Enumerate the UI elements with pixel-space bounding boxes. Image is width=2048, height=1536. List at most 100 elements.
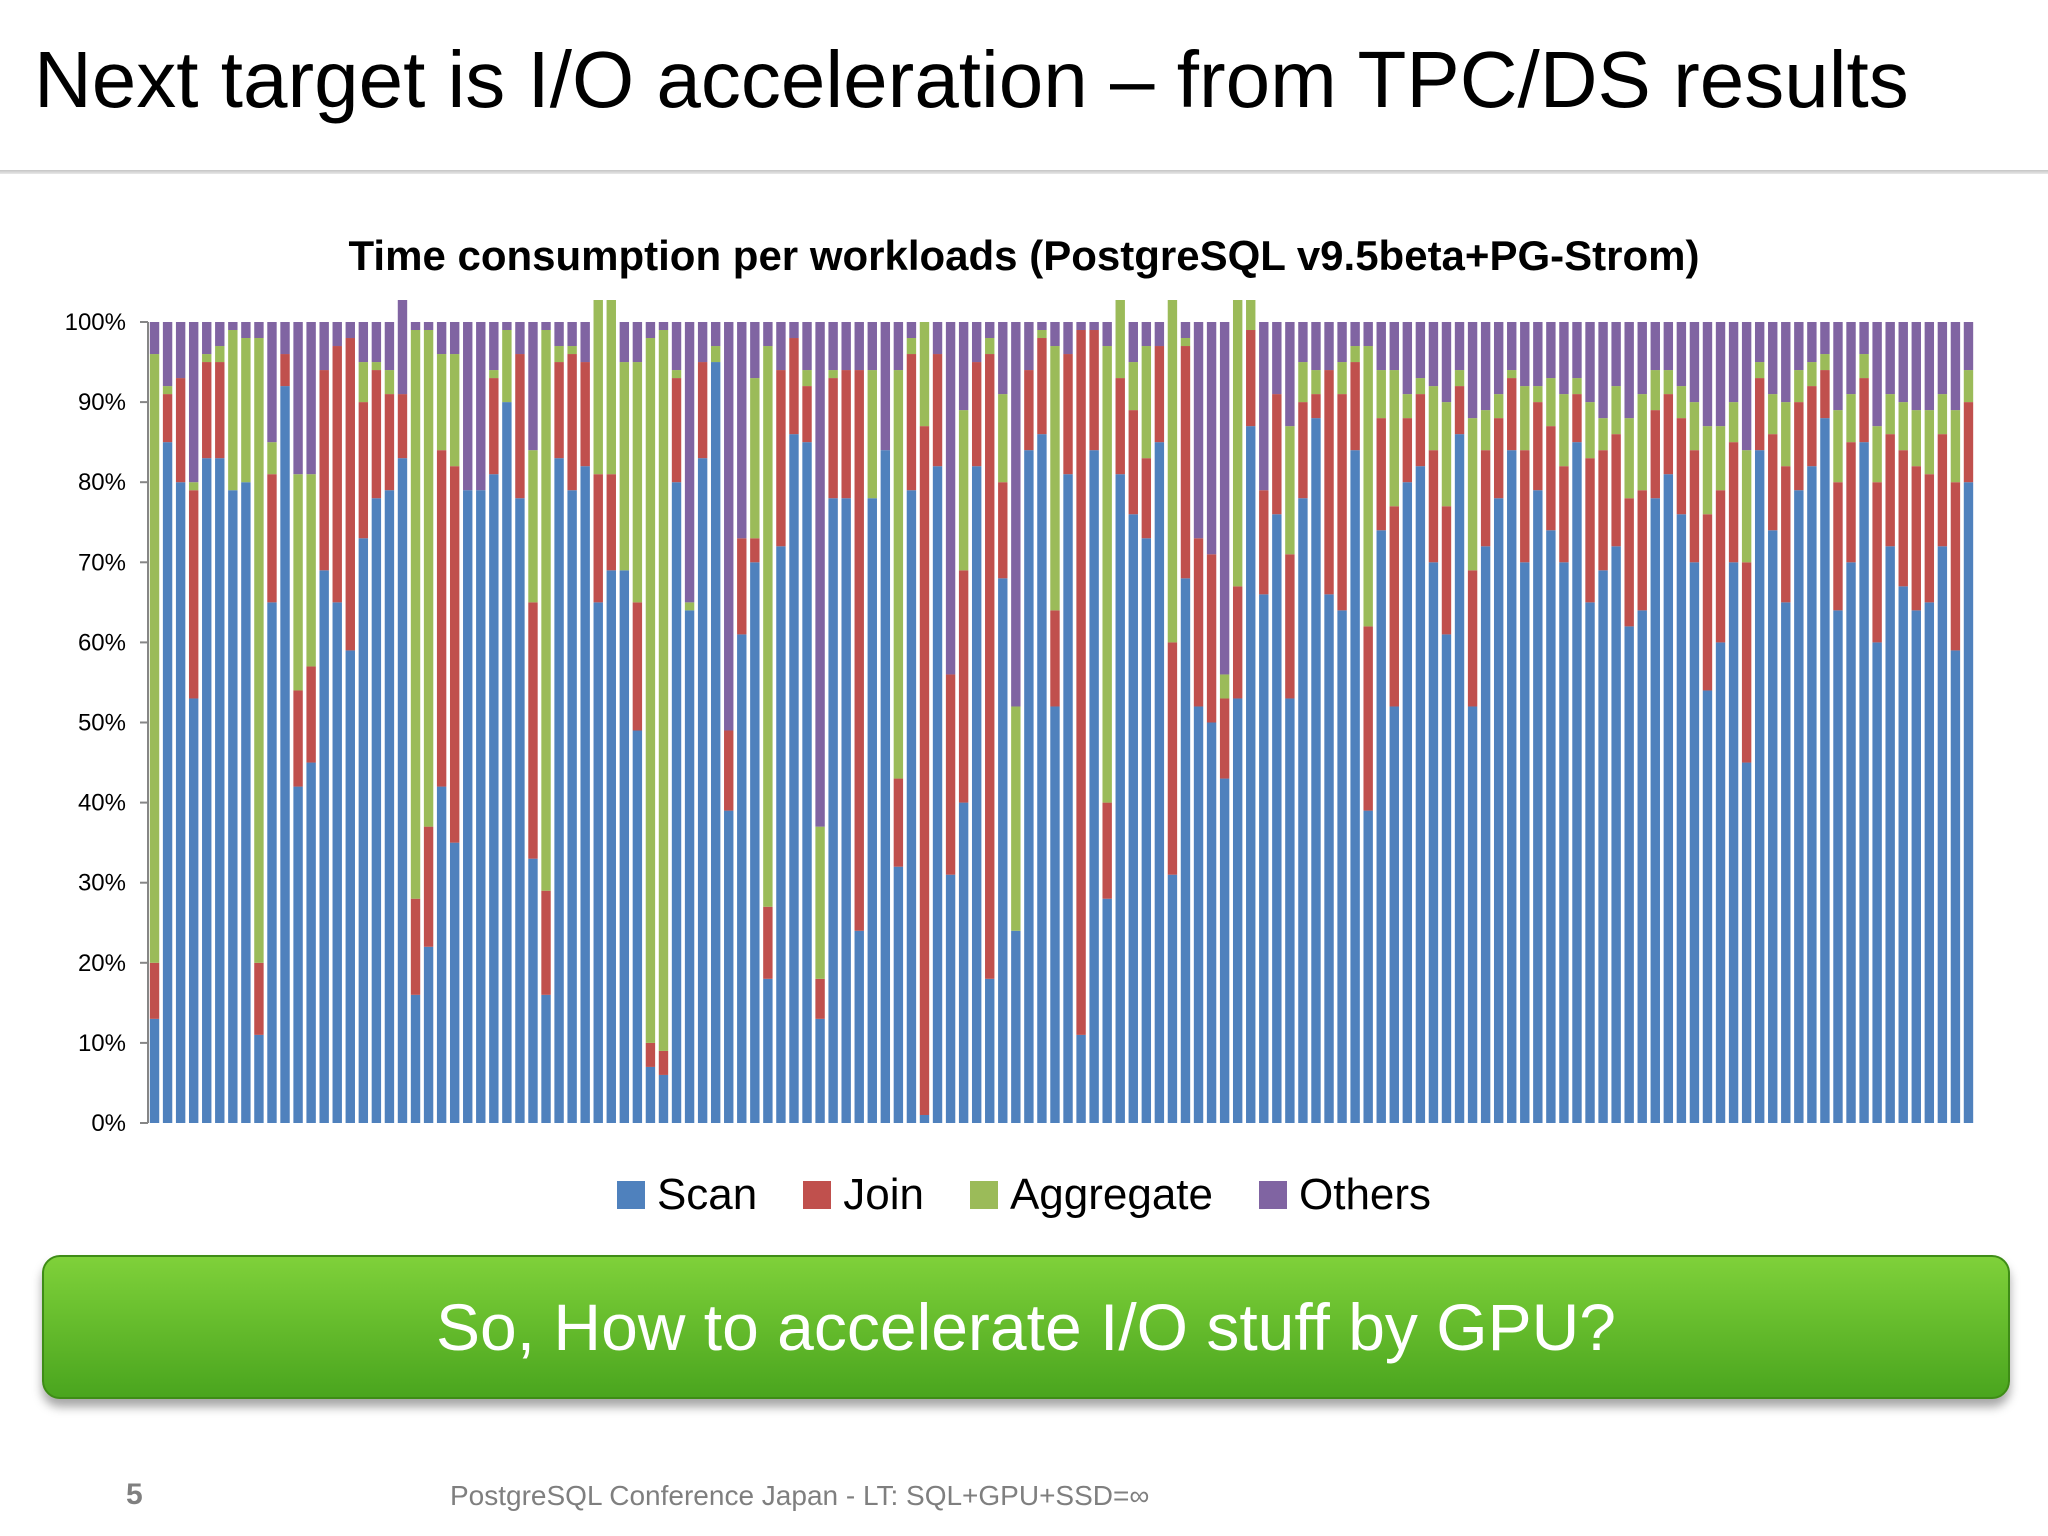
bar-segment-others bbox=[1024, 322, 1034, 371]
bar-segment-scan bbox=[1454, 434, 1465, 1123]
bar-segment-aggregate bbox=[449, 354, 460, 467]
bar-segment-others bbox=[1480, 322, 1491, 411]
y-tick-label: 10% bbox=[78, 1030, 126, 1057]
bar-segment-join bbox=[319, 370, 329, 571]
bar-segment-others bbox=[1089, 322, 1099, 331]
bar-segment-others bbox=[1820, 322, 1830, 355]
bar-segment-aggregate bbox=[358, 362, 369, 403]
bar-segment-aggregate bbox=[710, 346, 721, 363]
bar-segment-join bbox=[906, 354, 917, 491]
bar-segment-others bbox=[436, 322, 447, 355]
bar-segment-scan bbox=[697, 458, 708, 1123]
legend-label-scan: Scan bbox=[656, 1170, 758, 1219]
bar-segment-scan bbox=[1428, 562, 1439, 1123]
bar-segment-scan bbox=[1063, 474, 1073, 1123]
bar-segment-aggregate bbox=[1232, 300, 1243, 587]
bar-segment-join bbox=[267, 474, 277, 603]
callout-banner: So, How to accelerate I/O stuff by GPU? bbox=[42, 1255, 2010, 1399]
bar-segment-others bbox=[1520, 322, 1530, 387]
bar-segment-scan bbox=[750, 562, 760, 1123]
bar-segment-scan bbox=[1624, 626, 1634, 1123]
bar-segment-scan bbox=[449, 842, 460, 1123]
bar-segment-others bbox=[502, 322, 512, 331]
bar-segment-others bbox=[1754, 322, 1765, 363]
bar-segment-scan bbox=[476, 490, 486, 1123]
bar-segment-scan bbox=[515, 498, 525, 1124]
bar-segment-scan bbox=[463, 490, 473, 1123]
bar-segment-join bbox=[750, 538, 760, 563]
bar-segment-aggregate bbox=[1376, 370, 1386, 419]
bar-segment-others bbox=[215, 322, 225, 347]
bar-segment-join bbox=[1128, 410, 1138, 515]
bar-segment-join bbox=[1963, 402, 1974, 483]
bar-segment-scan bbox=[1193, 706, 1204, 1123]
bar-segment-scan bbox=[267, 602, 277, 1123]
bar-segment-others bbox=[554, 322, 564, 347]
bar-segment-scan bbox=[593, 602, 603, 1123]
bar-segment-join bbox=[1898, 450, 1908, 587]
chart-title: Time consumption per workloads (PostgreS… bbox=[348, 232, 1700, 279]
bar-segment-aggregate bbox=[241, 338, 251, 483]
bar-segment-aggregate bbox=[554, 346, 564, 363]
bar-segment-others bbox=[449, 322, 460, 355]
bar-segment-aggregate bbox=[1754, 362, 1765, 379]
bar-segment-join bbox=[828, 378, 838, 499]
bar-segment-join bbox=[254, 962, 264, 1035]
bar-segment-others bbox=[1885, 322, 1895, 395]
legend-item-join: Join bbox=[803, 1170, 924, 1220]
bar-segment-aggregate bbox=[1546, 378, 1556, 427]
bar-segment-join bbox=[1454, 386, 1465, 435]
bar-segment-scan bbox=[436, 786, 447, 1123]
bar-segment-scan bbox=[1794, 490, 1804, 1123]
bar-segment-join bbox=[1167, 642, 1178, 875]
bar-segment-aggregate bbox=[1781, 402, 1791, 467]
bar-segment-others bbox=[1441, 322, 1452, 403]
bar-segment-join bbox=[1833, 482, 1843, 611]
bar-segment-join bbox=[1663, 394, 1674, 475]
bar-segment-aggregate bbox=[410, 330, 421, 899]
bar-segment-others bbox=[149, 322, 160, 355]
bar-segment-aggregate bbox=[1768, 394, 1778, 435]
bar-segment-scan bbox=[932, 466, 943, 1123]
bar-segment-others bbox=[1180, 322, 1191, 339]
legend-swatch-aggregate bbox=[969, 1181, 998, 1209]
bar-segment-others bbox=[1219, 322, 1230, 675]
bar-segment-aggregate bbox=[306, 474, 316, 667]
bar-segment-scan bbox=[1715, 642, 1726, 1123]
bar-segment-others bbox=[1272, 322, 1282, 395]
bar-segment-aggregate bbox=[958, 410, 969, 571]
bar-segment-aggregate bbox=[684, 602, 695, 611]
bar-segment-others bbox=[1337, 322, 1347, 363]
footer-text: PostgreSQL Conference Japan - LT: SQL+GP… bbox=[450, 1480, 1150, 1511]
bar-segment-aggregate bbox=[1611, 386, 1621, 435]
bar-segment-join bbox=[162, 394, 173, 443]
bar-segment-join bbox=[1572, 394, 1582, 443]
bar-segment-join bbox=[541, 890, 551, 995]
bar-segment-aggregate bbox=[1950, 410, 1961, 483]
bar-segment-scan bbox=[1415, 466, 1426, 1123]
bar-segment-join bbox=[645, 1042, 656, 1067]
bar-segment-join bbox=[1520, 450, 1530, 563]
bar-segment-others bbox=[175, 322, 186, 379]
bar-segment-aggregate bbox=[1428, 386, 1439, 451]
bar-segment-scan bbox=[880, 450, 891, 1123]
bar-segment-join bbox=[1741, 562, 1752, 763]
bar-segment-others bbox=[332, 322, 342, 347]
bar-segment-scan bbox=[554, 458, 564, 1123]
bar-segment-scan bbox=[423, 946, 434, 1123]
bar-segment-others bbox=[1350, 322, 1360, 347]
title-divider bbox=[0, 170, 2048, 174]
bar-segment-join bbox=[737, 538, 747, 635]
bar-segment-join bbox=[632, 602, 643, 731]
bar-segment-aggregate bbox=[1480, 410, 1491, 451]
bar-segment-scan bbox=[1637, 610, 1647, 1123]
bar-segment-scan bbox=[1820, 418, 1830, 1123]
bar-segment-aggregate bbox=[149, 354, 160, 963]
bar-segment-join bbox=[1924, 474, 1935, 603]
bar-segment-aggregate bbox=[1676, 386, 1687, 419]
bar-segment-join bbox=[1141, 458, 1152, 539]
bar-segment-others bbox=[1011, 322, 1021, 707]
bar-segment-others bbox=[1911, 322, 1921, 411]
bar-segment-scan bbox=[1507, 450, 1517, 1123]
bar-segment-scan bbox=[371, 498, 382, 1124]
